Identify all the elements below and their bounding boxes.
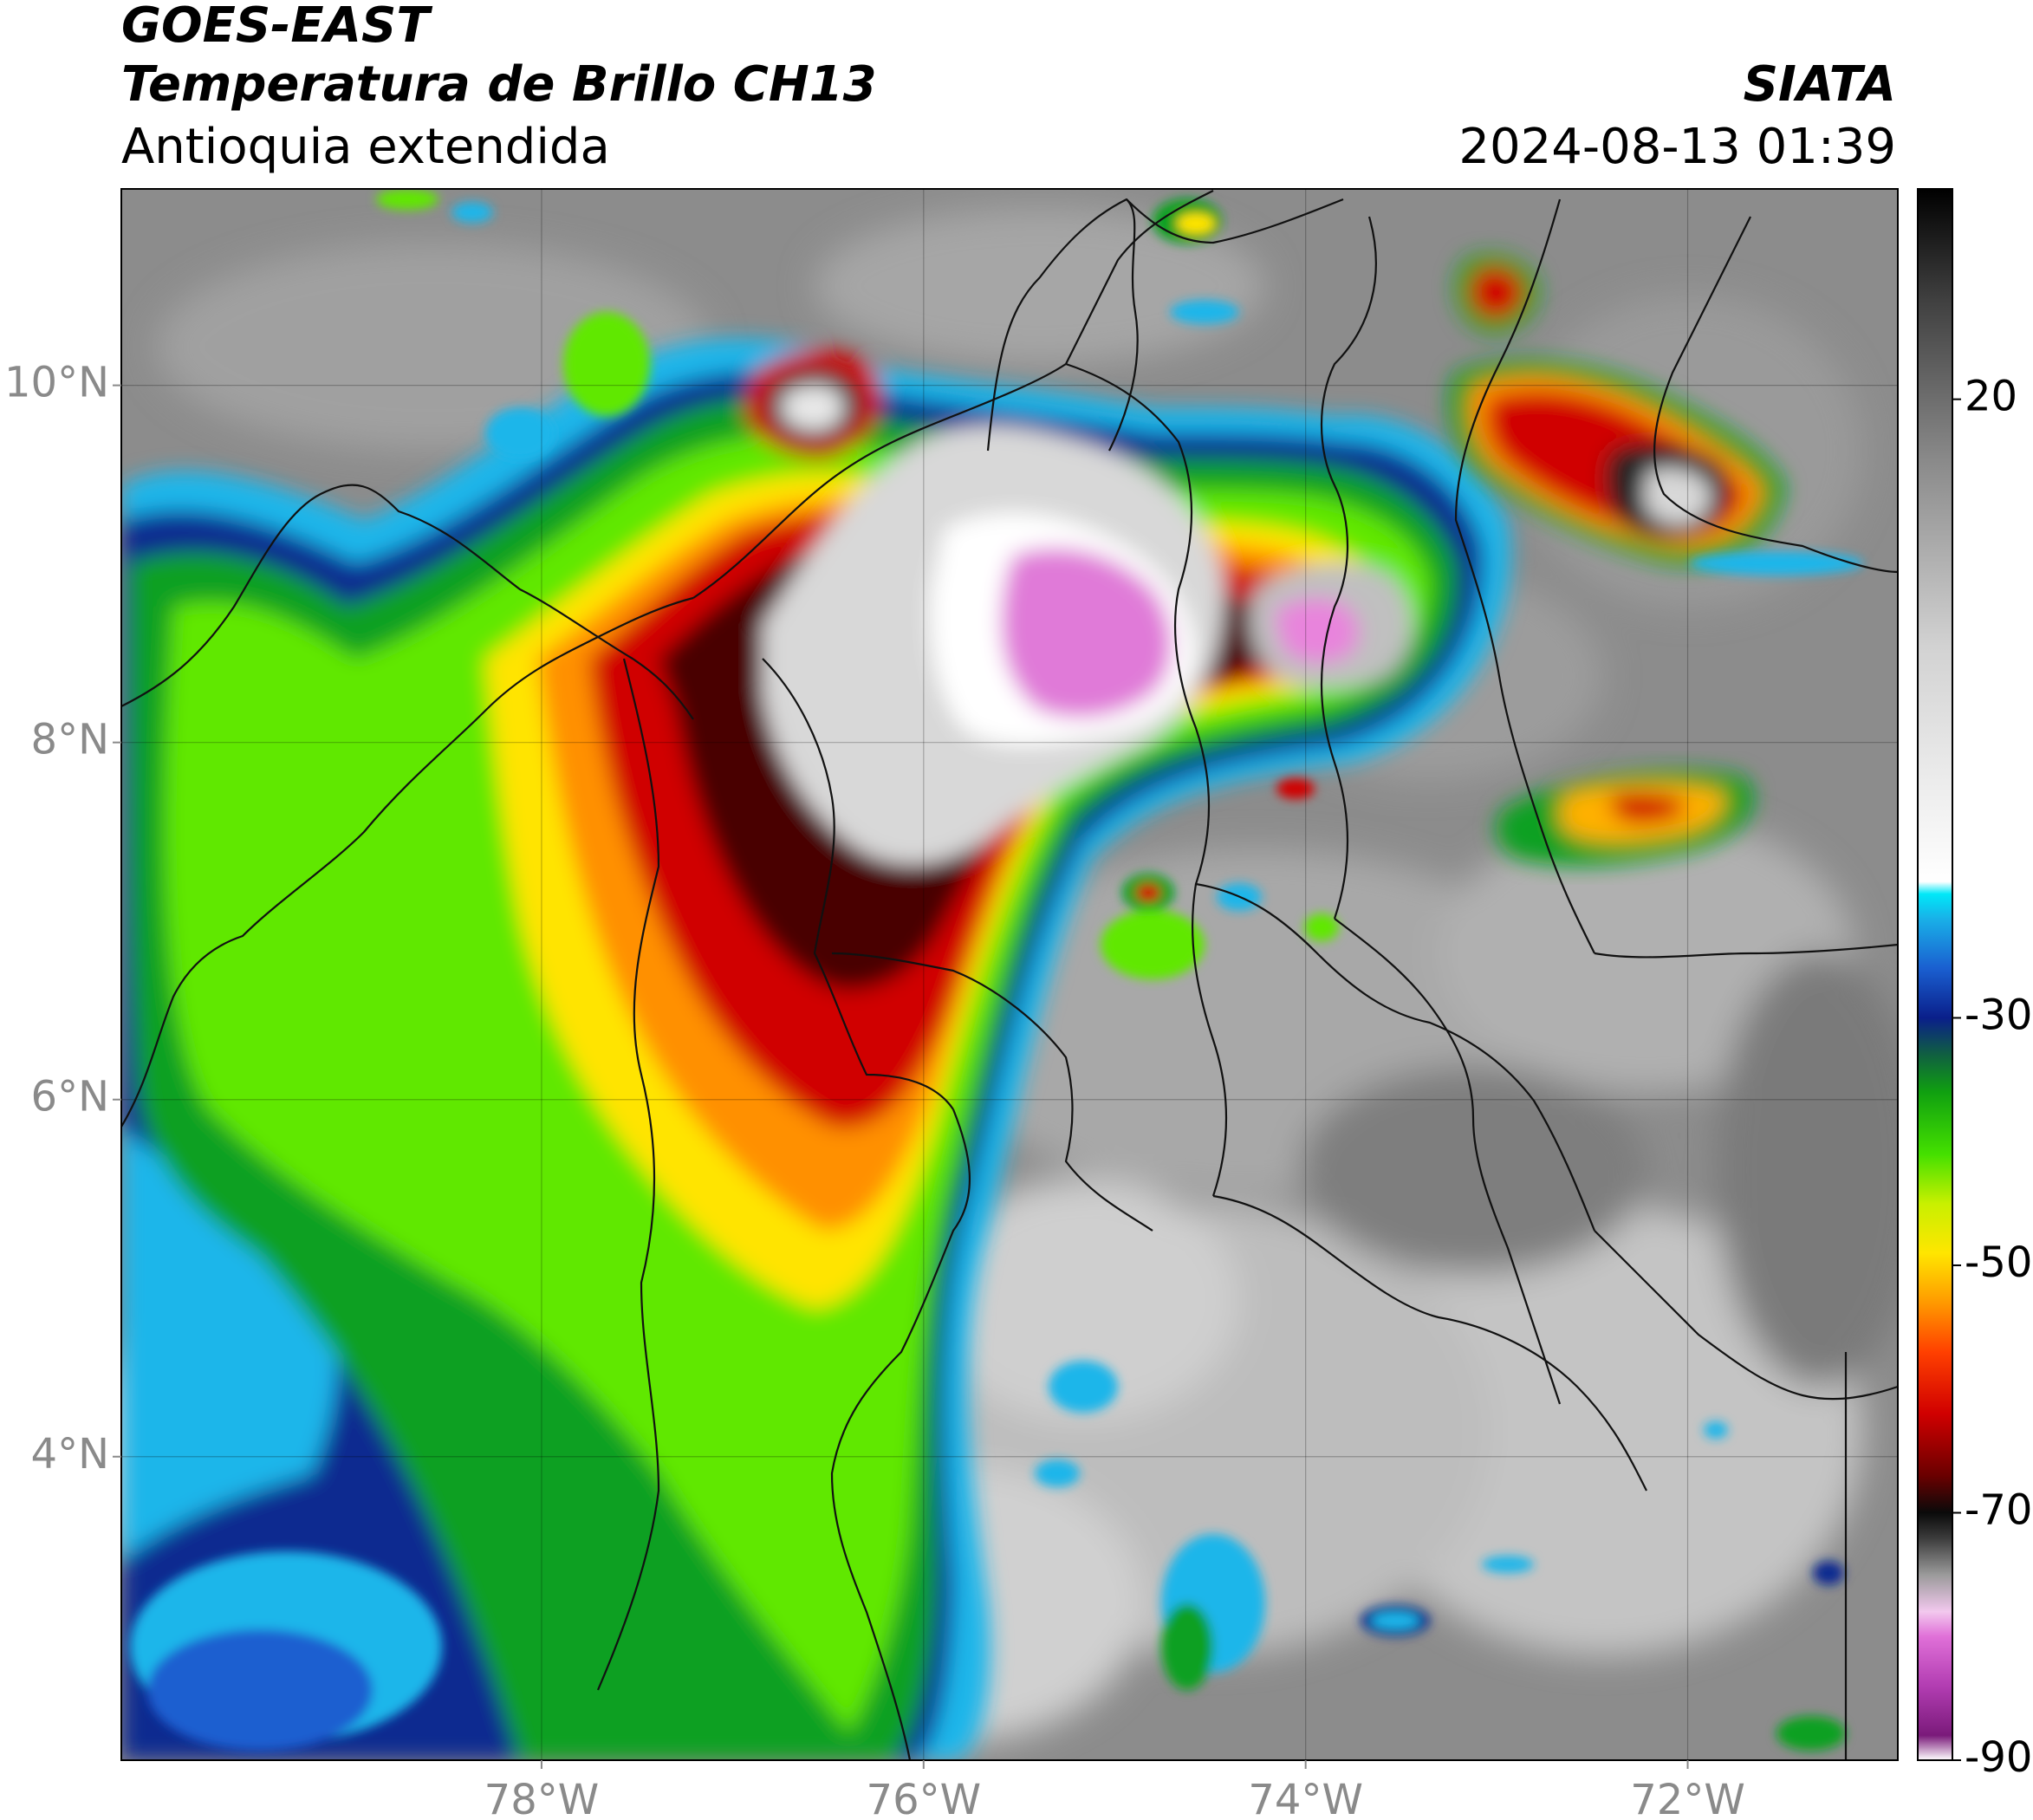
coastline-caribbean: [692, 190, 1214, 599]
border-east-4: [1334, 918, 1562, 1405]
lon-label: 78°W: [484, 1776, 600, 1820]
coastline-panama: [121, 484, 694, 720]
longitude-labels: 78°W 76°W 74°W 72°W: [484, 1760, 1745, 1820]
border-zulia: [1653, 216, 1898, 574]
colorbar-label: -50: [1965, 1238, 2032, 1287]
border-east-3: [1594, 1230, 1898, 1401]
lon-label: 76°W: [867, 1776, 982, 1820]
lat-label: 4°N: [31, 1430, 109, 1479]
coastline-pacific: [121, 596, 694, 1128]
latitude-labels: 10°N 8°N 6°N 4°N: [4, 359, 121, 1479]
map-frame: [120, 188, 1899, 1761]
colorbar-label: -70: [1965, 1485, 2032, 1534]
admin-boundaries: [121, 190, 1898, 1760]
border-1: [986, 198, 1139, 452]
colorbar-label: -30: [1965, 991, 2032, 1039]
cloud-cell-east: [1496, 770, 1754, 866]
border-choco: [596, 658, 660, 1691]
lat-label: 6°N: [31, 1073, 109, 1121]
map-panel: [121, 189, 1898, 1760]
datetime-label: 2024-08-13 01:39: [1458, 119, 1896, 175]
colorbar-label: 20: [1965, 373, 2017, 421]
border-east-2: [1195, 882, 1596, 1232]
border-venezuela: [1454, 198, 1595, 954]
border-cesar: [1320, 216, 1377, 920]
lat-label: 8°N: [31, 716, 109, 764]
colorbar-ticks: 20 -30 -50 -70 -90: [1952, 373, 2032, 1782]
lat-label: 10°N: [4, 359, 109, 407]
border-antioquia-south: [830, 1108, 971, 1760]
graticule: [121, 189, 1898, 1760]
scattered-cold-fragments: [130, 189, 1863, 1751]
border-north: [1126, 198, 1344, 244]
border-antioquia-west: [762, 658, 954, 1110]
colorbar-label: -90: [1965, 1733, 2032, 1782]
agency-label: SIATA: [1743, 56, 1896, 113]
cloud-cell-northeast: [1448, 254, 1785, 565]
region-subtitle: Antioquia extendida: [121, 119, 610, 175]
cloud-shield-main: [121, 338, 1511, 1760]
lon-label: 72°W: [1630, 1776, 1745, 1820]
border-central: [831, 952, 1153, 1232]
border-cordoba-sucre: [1065, 362, 1228, 1197]
satellite-title: GOES-EAST: [121, 0, 430, 54]
colorbar: [1917, 188, 1953, 1761]
lon-label: 74°W: [1248, 1776, 1363, 1820]
border-venezuela-south: [1594, 943, 1898, 959]
border-east-1: [1212, 1194, 1647, 1492]
product-title: Temperatura de Brillo CH13: [121, 56, 877, 113]
